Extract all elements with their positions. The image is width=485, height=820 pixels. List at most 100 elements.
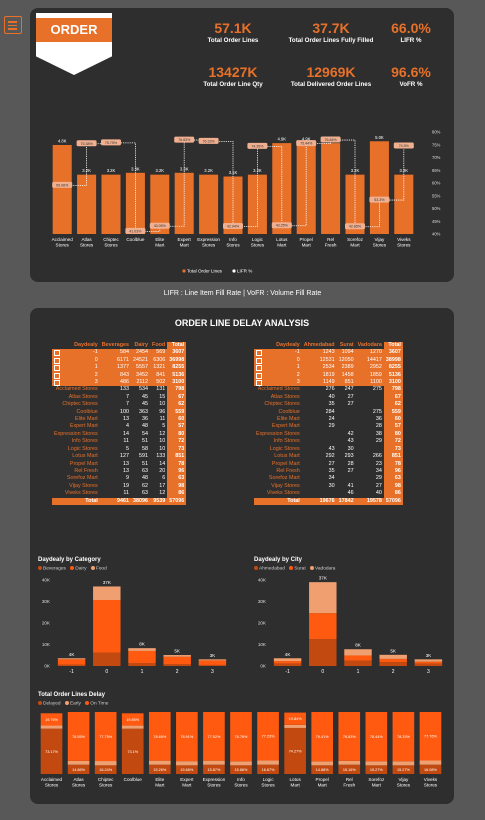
- column-header: Beverages: [101, 342, 130, 348]
- table-cell: 5: [162, 423, 166, 430]
- table-cell: 12050: [336, 356, 356, 365]
- row-label[interactable]: 1: [52, 364, 100, 372]
- expand-icon[interactable]: [256, 357, 262, 364]
- expand-icon[interactable]: [54, 372, 60, 379]
- lifr-label: 42.94%: [227, 225, 240, 229]
- legend-dot: [38, 701, 42, 705]
- table-cell: [337, 423, 356, 430]
- row-label[interactable]: 2: [254, 371, 302, 380]
- x-axis-label: Lotus Mart: [276, 237, 288, 247]
- table-cell: 12: [159, 430, 166, 437]
- table-cell: 78: [167, 460, 187, 468]
- table-cell: 48: [142, 475, 149, 482]
- table-cell: 100: [120, 408, 130, 415]
- table-cell: 23: [375, 460, 382, 467]
- row-label: Expert Mart: [271, 423, 300, 430]
- right-axis-tick: 60%: [432, 181, 441, 186]
- table-cell: 46: [347, 490, 354, 497]
- table-cell: 43: [328, 445, 335, 452]
- table-cell: 62: [142, 482, 149, 489]
- lifr-label-bg: [52, 181, 73, 188]
- table-cell: 2454: [131, 349, 151, 357]
- expand-icon[interactable]: [256, 372, 262, 379]
- table-cell: 13: [123, 467, 130, 474]
- row-label[interactable]: 0: [52, 356, 100, 365]
- table-cell: 62: [167, 401, 187, 409]
- table-cell: 11: [159, 416, 166, 423]
- table-cell: 57: [383, 423, 403, 431]
- row-label[interactable]: -1: [254, 349, 302, 357]
- row-label[interactable]: 3: [254, 379, 302, 387]
- bar-segment: [338, 760, 361, 765]
- row-label: Lotus Mart: [72, 453, 98, 460]
- table-row: Viveks Stores 46 40 86: [254, 490, 403, 498]
- table-row: Expression Stores 14 54 12 80: [52, 430, 187, 439]
- table-cell: [356, 394, 384, 401]
- table-cell: 5136: [383, 371, 403, 380]
- city-chart: 40K 30K 20K 10K 0K 4K -1 37K 0 8K 1 5K 2 3K 3: [258, 576, 443, 675]
- row-label: Rel Fresh: [74, 467, 98, 474]
- bar-segment: [414, 661, 443, 664]
- expand-icon[interactable]: [256, 380, 262, 387]
- x-axis-label: Rel Fresh: [343, 777, 355, 787]
- table-cell: 57: [167, 423, 187, 431]
- bar-segment: [414, 663, 443, 666]
- column-header: Daydealy: [74, 342, 98, 348]
- x-axis-label: -1: [285, 669, 290, 675]
- expand-icon[interactable]: [54, 380, 60, 387]
- x-axis-label: Atlas Stores: [80, 237, 94, 247]
- table-cell: 8255: [167, 364, 187, 372]
- row-label: Chiptec Stores: [62, 401, 98, 408]
- table-cell: 6: [162, 475, 166, 482]
- table-row: Sorefoz Mart 9 48 6 63: [52, 475, 187, 483]
- row-label: Elite Mart: [276, 416, 300, 423]
- ontime-label: 19.85%: [126, 718, 140, 722]
- expand-icon[interactable]: [54, 357, 60, 364]
- bar-segment: [163, 664, 191, 666]
- row-label[interactable]: 0: [254, 356, 302, 365]
- table-row: Elite Mart 13 36 11 60: [52, 416, 187, 424]
- row-label[interactable]: 2: [52, 371, 100, 380]
- table-cell: 14: [159, 460, 166, 467]
- x-axis-label: Logic Stores: [261, 777, 275, 787]
- expand-icon[interactable]: [256, 365, 262, 372]
- table-cell: 1243: [301, 349, 337, 357]
- bar-segment: [57, 664, 86, 666]
- delay-legend: Delayed Early On Time: [35, 701, 108, 706]
- kpi-vofr: 96.6% VoFR %: [391, 64, 431, 88]
- expand-icon[interactable]: [54, 365, 60, 372]
- row-label[interactable]: 3: [52, 379, 100, 387]
- bar-total-label: 8K: [355, 643, 362, 648]
- table-cell: 63: [167, 475, 187, 483]
- y-axis-tick: 40K: [258, 578, 267, 583]
- bar-segment: [128, 662, 156, 666]
- expand-icon[interactable]: [256, 350, 262, 357]
- total-cell: 38096: [131, 497, 151, 505]
- right-axis-tick: 50%: [432, 206, 441, 211]
- x-axis-label: 0: [321, 669, 324, 675]
- table-row: Chiptec Stores 35 27 62: [254, 401, 403, 409]
- table-cell: 28: [347, 460, 354, 467]
- x-axis-label: Expression Stores: [203, 777, 226, 787]
- x-axis-label: 1: [357, 669, 360, 675]
- table-cell: 275: [372, 408, 382, 415]
- row-label[interactable]: -1: [52, 349, 100, 357]
- menu-icon[interactable]: [4, 16, 22, 34]
- x-axis-label: Atlas Stores: [72, 777, 86, 787]
- right-axis-tick: 45%: [432, 219, 441, 224]
- bar-segment: [93, 586, 121, 600]
- lifr-label: 41.03%: [129, 229, 142, 233]
- table-cell: 1270: [355, 349, 384, 357]
- table-cell: 3607: [383, 349, 403, 357]
- table-cell: 798: [383, 386, 403, 394]
- table-cell: 851: [336, 379, 356, 387]
- bar: [174, 172, 194, 234]
- delayed-label: 14.88%: [316, 768, 330, 772]
- ontime-label: 78.44%: [370, 735, 384, 739]
- table-cell: 29: [375, 438, 382, 445]
- row-label[interactable]: 1: [254, 364, 302, 372]
- table-cell: 1458: [336, 371, 356, 380]
- ontime-label: 78.91%: [180, 735, 194, 739]
- delayed-label: 15.86%: [235, 768, 249, 772]
- expand-icon[interactable]: [54, 350, 60, 357]
